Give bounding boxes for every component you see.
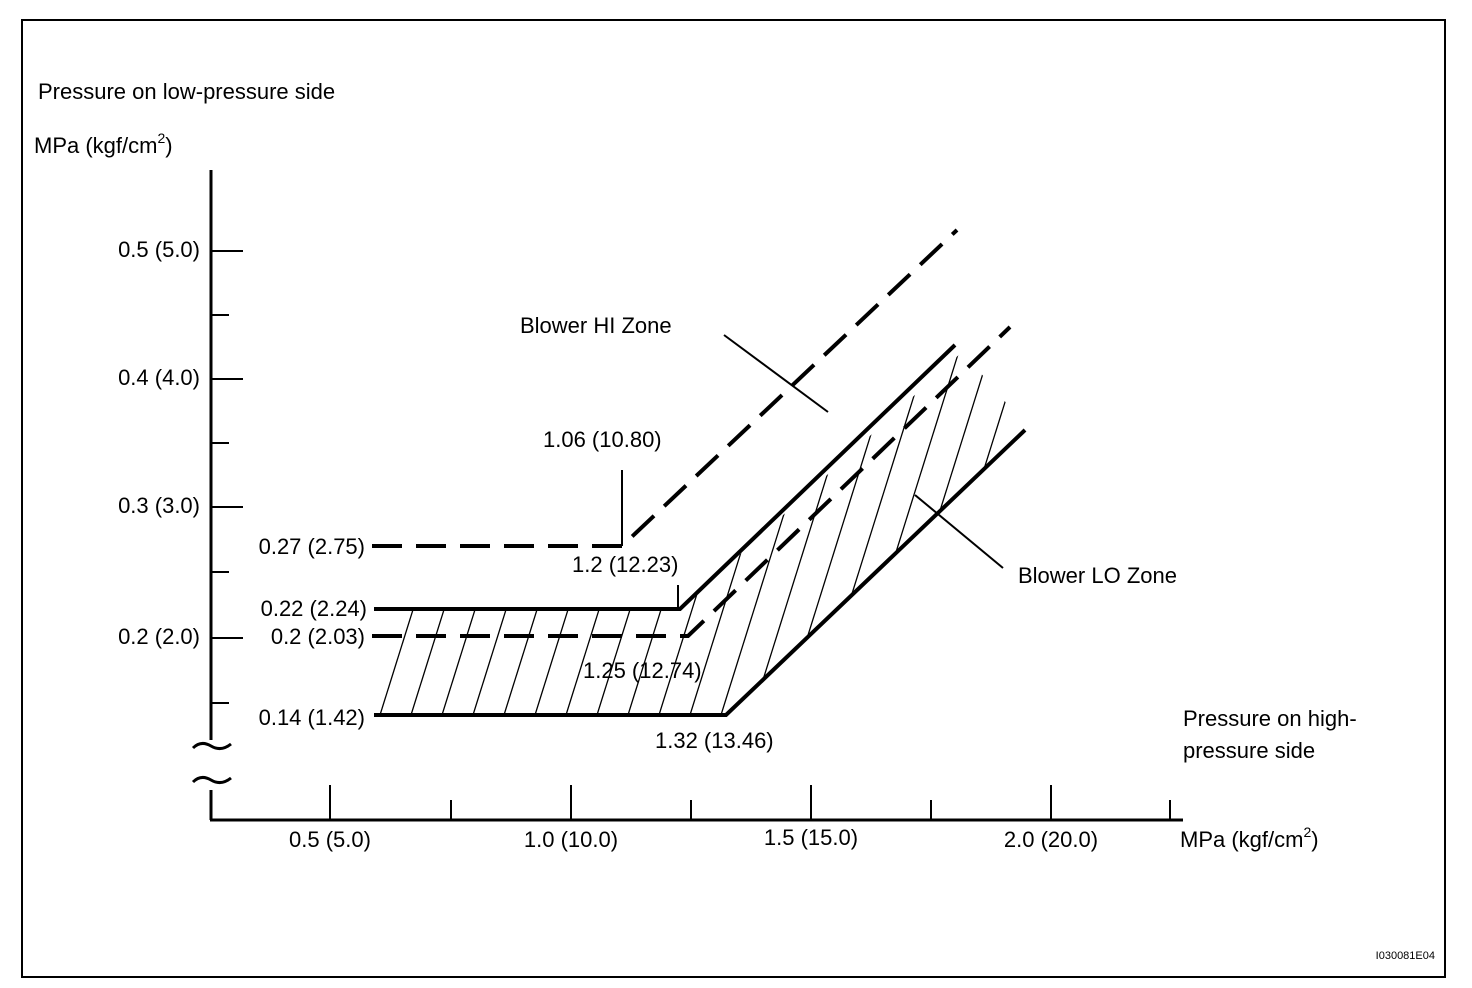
x-tick-label: 1.5 (15.0) (764, 825, 858, 850)
unit-sup: 2 (1303, 824, 1311, 840)
hatch-line (379, 352, 511, 715)
y-axis-title: Pressure on low-pressure side (38, 79, 335, 104)
hatch-line (751, 352, 883, 715)
unit-text: MPa (kgf/cm (34, 133, 157, 158)
hatch-line (999, 352, 1025, 715)
hatch-line (1031, 300, 1161, 715)
hatch-line (534, 352, 666, 715)
hatch-line (937, 352, 1025, 715)
x-tick-label: 1.0 (10.0) (524, 827, 618, 852)
point-label: 0.27 (2.75) (259, 534, 365, 559)
point-label: 1.25 (12.74) (583, 658, 702, 683)
hatch-line (813, 352, 945, 715)
unit-close: ) (1311, 827, 1318, 852)
point-label: 1.32 (13.46) (655, 728, 774, 753)
lo-lower-line (374, 428, 1027, 717)
frame (21, 19, 1446, 978)
hatch-line (782, 352, 914, 715)
x-tick-label: 2.0 (20.0) (1004, 827, 1098, 852)
point-label: 0.14 (1.42) (259, 705, 365, 730)
y-tick-label: 0.5 (5.0) (118, 237, 200, 262)
point-label: 1.06 (10.80) (543, 427, 662, 452)
x-axis-unit: MPa (kgf/cm2) (1180, 824, 1319, 852)
unit-text: MPa (kgf/cm (1180, 827, 1303, 852)
axes (191, 170, 1183, 822)
hatch-line (658, 352, 790, 715)
hatch-line (968, 352, 1025, 715)
ticks (211, 250, 1171, 820)
unit-close: ) (165, 133, 172, 158)
figure-code: I030081E04 (1376, 950, 1435, 962)
point-label: 0.2 (2.03) (271, 624, 365, 649)
point-label: 1.2 (12.23) (572, 552, 678, 577)
leaders (621, 334, 1004, 609)
zone-label: Blower HI Zone (520, 313, 672, 338)
hatch-line (503, 352, 635, 715)
y-tick-label: 0.2 (2.0) (118, 624, 200, 649)
x-axis-title: Pressure on high- (1183, 706, 1357, 731)
y-axis-unit: MPa (kgf/cm2) (34, 130, 173, 158)
hatch-line (565, 352, 697, 715)
point-label: 0.22 (2.24) (261, 596, 367, 621)
y-tick-label: 0.3 (3.0) (118, 493, 200, 518)
hatch-line (627, 352, 759, 715)
y-tick-label: 0.4 (4.0) (118, 365, 200, 390)
hatch-line (441, 352, 573, 715)
hatch-line (410, 352, 542, 715)
hatch-line (689, 352, 821, 715)
lo-upper-line (372, 325, 1012, 638)
zone-label: Blower LO Zone (1018, 563, 1177, 588)
x-tick-label: 0.5 (5.0) (289, 827, 371, 852)
unit-sup: 2 (157, 130, 165, 146)
hi-lower-line (374, 343, 957, 611)
hi-upper-line (372, 228, 959, 548)
lo-zone-hatch (379, 300, 1161, 715)
x-axis-title: pressure side (1183, 738, 1315, 763)
hatch-line (472, 352, 604, 715)
hatch-line (596, 352, 728, 715)
hatch-line (844, 352, 976, 715)
